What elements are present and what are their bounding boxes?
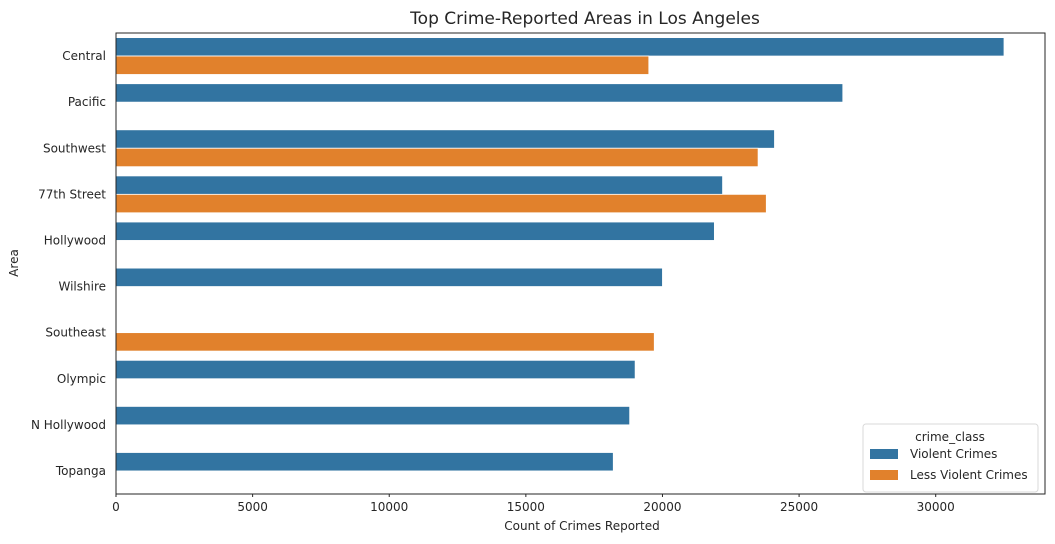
y-tick-label: Hollywood xyxy=(44,233,106,247)
bar-77th-street-violent-crimes xyxy=(115,175,723,195)
legend-box xyxy=(862,423,1039,493)
y-tick-label: Central xyxy=(62,49,106,63)
bar-central-less-violent-crimes xyxy=(115,55,650,75)
chart-title: Top Crime-Reported Areas in Los Angeles xyxy=(409,9,760,29)
y-tick-label: 77th Street xyxy=(38,187,106,201)
plot-area xyxy=(115,32,1046,495)
bar-southeast-less-violent-crimes xyxy=(115,332,655,352)
y-tick-label: Southwest xyxy=(43,141,106,155)
y-tick-label: Pacific xyxy=(68,95,106,109)
y-tick-label: N Hollywood xyxy=(31,418,106,432)
y-axis-ticks: Central Pacific Southwest 77th Street Hollyw… xyxy=(31,49,106,478)
x-tick-label: 5000 xyxy=(237,500,268,514)
bar-wilshire-violent-crimes xyxy=(115,267,663,287)
y-axis-label: Area xyxy=(7,249,21,277)
plot-frame xyxy=(115,32,1046,495)
legend-title: crime_class xyxy=(915,430,985,444)
x-tick-label: 15000 xyxy=(507,500,545,514)
bar-olympic-violent-crimes xyxy=(115,359,636,380)
x-tick-label: 10000 xyxy=(370,500,408,514)
y-tick-label: Southeast xyxy=(45,326,106,340)
bar-n-hollywood-violent-crimes xyxy=(115,406,631,426)
legend: crime_class Violent Crimes Less Violent … xyxy=(862,423,1039,493)
bar-hollywood-violent-crimes xyxy=(115,221,715,241)
bar-central-violent-crimes xyxy=(115,37,1005,57)
x-axis-label: Count of Crimes Reported xyxy=(504,519,659,533)
bars xyxy=(115,37,1005,472)
y-tick-label: Olympic xyxy=(57,372,106,386)
legend-swatch-violent-crimes xyxy=(870,449,898,459)
x-tick-label: 0 xyxy=(112,500,120,514)
bar-southwest-violent-crimes xyxy=(115,129,775,149)
x-tick-label: 30000 xyxy=(917,500,955,514)
bar-southwest-less-violent-crimes xyxy=(115,147,759,168)
y-tick-label: Topanga xyxy=(55,464,106,478)
x-axis-ticks: 0 5000 10000 15000 20000 25000 30000 xyxy=(112,494,955,514)
legend-label-violent-crimes: Violent Crimes xyxy=(910,447,997,461)
y-tick-label: Wilshire xyxy=(58,280,106,294)
bar-77th-street-less-violent-crimes xyxy=(115,193,767,214)
legend-swatch-less-violent-crimes xyxy=(870,470,898,480)
x-tick-label: 25000 xyxy=(780,500,818,514)
legend-label-less-violent-crimes: Less Violent Crimes xyxy=(910,468,1028,482)
bar-pacific-violent-crimes xyxy=(115,83,844,103)
x-tick-label: 20000 xyxy=(643,500,681,514)
bar-topanga-violent-crimes xyxy=(115,452,614,472)
